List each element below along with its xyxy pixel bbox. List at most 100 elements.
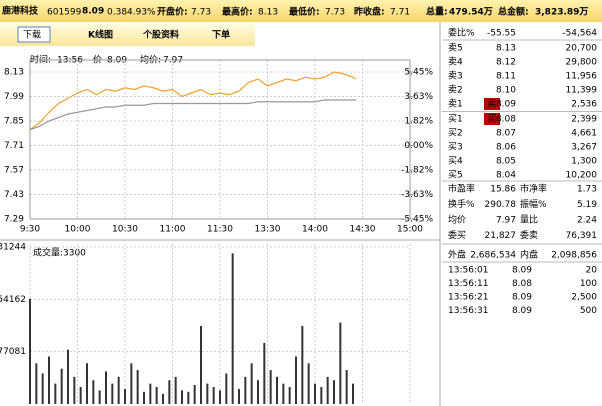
- volume-bar: [48, 356, 50, 404]
- y-tick-label: 154162: [0, 295, 26, 305]
- volume-bar: [225, 373, 228, 404]
- stat-label: 外盘: [448, 249, 466, 261]
- volume-bar: [200, 325, 202, 404]
- stat-value: 15.86: [490, 185, 516, 195]
- badge[interactable]: [484, 98, 500, 110]
- level-label: 买3: [448, 142, 463, 153]
- volume-bar: [326, 376, 329, 404]
- level-label: 卖5: [448, 43, 463, 54]
- y2-tick-label: -5.45%: [401, 215, 433, 225]
- volume-bar: [257, 380, 259, 404]
- volume-bar: [111, 383, 114, 404]
- level-volume: 11,399: [566, 86, 598, 96]
- y2-tick-label: 0.00%: [404, 141, 433, 151]
- stock-code: 601599: [47, 8, 82, 18]
- field-value: 7.71: [390, 8, 410, 18]
- volume-bar: [149, 383, 152, 404]
- trade-price: 8.08: [512, 279, 532, 289]
- price-line: [29, 99, 357, 131]
- field-label: 最低价:: [289, 6, 320, 18]
- volume-label: 成交量:: [33, 247, 63, 259]
- stat-value: 2.24: [577, 216, 597, 226]
- stat-value: 2,686,534: [470, 251, 516, 261]
- tab[interactable]: 个股资料: [142, 29, 179, 41]
- volume-bar: [117, 376, 120, 404]
- y-tick-label: 8.13: [4, 68, 24, 78]
- tab[interactable]: K线图: [88, 29, 113, 41]
- price: 8.09: [82, 7, 104, 17]
- trade-volume: 20: [586, 266, 598, 276]
- stat-label: 均价: [448, 214, 466, 226]
- volume-bar: [231, 253, 234, 404]
- volume-bar: [288, 387, 291, 404]
- y-tick-label: 231244: [0, 243, 26, 253]
- level-price: 8.11: [496, 72, 516, 82]
- trade-volume: 100: [580, 279, 597, 289]
- x-tick-label: 9:30: [20, 225, 40, 235]
- y-tick-label: 7.99: [4, 92, 24, 102]
- volume-bar: [67, 349, 69, 404]
- level-volume: 29,800: [566, 58, 598, 68]
- trade-price: 8.09: [512, 306, 532, 316]
- stat-value: 76,391: [566, 231, 598, 241]
- volume-bar: [333, 380, 335, 404]
- volume-bar: [295, 356, 297, 404]
- stat-value: 7.97: [496, 216, 516, 226]
- trade-volume: 500: [580, 306, 597, 316]
- x-tick-label: 10:00: [65, 225, 91, 235]
- stat-label: 振幅%: [520, 198, 547, 210]
- level-label: 买4: [448, 156, 463, 167]
- field-value: 7.73: [191, 8, 211, 18]
- stat-label: 市盈率: [448, 183, 475, 195]
- volume-bar: [98, 390, 101, 404]
- level-label: 卖4: [448, 57, 463, 68]
- level-volume: 3,267: [571, 143, 597, 153]
- volume-bar: [193, 384, 196, 404]
- x-tick-label: 15:00: [397, 225, 423, 235]
- y-tick-label: 7.43: [4, 190, 24, 200]
- level-price: 8.06: [496, 143, 516, 153]
- level-price: 8.07: [496, 129, 516, 139]
- y-tick-label: 7.71: [4, 141, 24, 151]
- level-volume: 4,661: [571, 129, 597, 139]
- trade-time: 13:56:21: [448, 293, 488, 303]
- stat-label: 市净率: [520, 183, 547, 195]
- level-label: 买5: [448, 170, 463, 181]
- y2-tick-label: -1.82%: [401, 166, 433, 176]
- field-label: 昨收盘:: [354, 6, 385, 18]
- volume-bar: [263, 342, 266, 404]
- volume-bar: [162, 393, 164, 404]
- level-price: 8.05: [496, 157, 516, 167]
- stat-value: 21,827: [485, 231, 517, 241]
- level-volume: 2,399: [571, 115, 597, 125]
- download-button[interactable]: [17, 26, 51, 43]
- level-label: 买2: [448, 128, 463, 139]
- field-label: 总金额:: [498, 6, 529, 18]
- y2-tick-label: -3.63%: [401, 190, 433, 200]
- level-price: 8.04: [496, 171, 516, 181]
- volume-bar: [352, 383, 354, 404]
- volume-bar: [86, 363, 88, 404]
- y2-tick-label: 3.63%: [404, 92, 433, 102]
- level-volume: 1,300: [571, 157, 597, 167]
- badge-label: 卖: [487, 99, 496, 110]
- field-label: 最高价:: [222, 6, 253, 18]
- volume-bar: [282, 383, 285, 404]
- y2-tick-label: 5.45%: [404, 68, 433, 78]
- badge[interactable]: [484, 113, 500, 125]
- x-tick-label: 13:30: [255, 225, 281, 235]
- stat-label: 换手%: [448, 198, 475, 210]
- badge-label: 买: [487, 114, 496, 125]
- level-price: 8.08: [496, 115, 516, 125]
- level-volume: 20,700: [566, 44, 598, 54]
- volume-bar: [79, 387, 82, 404]
- trade-time: 13:56:31: [448, 306, 488, 316]
- volume-bar: [143, 391, 145, 404]
- x-tick-label: 10:30: [112, 225, 138, 235]
- volume-bar: [269, 370, 272, 404]
- volume-bar: [136, 370, 139, 404]
- stat-value: 5.19: [577, 200, 597, 210]
- tab[interactable]: 下单: [212, 29, 230, 41]
- volume-bar: [130, 363, 133, 404]
